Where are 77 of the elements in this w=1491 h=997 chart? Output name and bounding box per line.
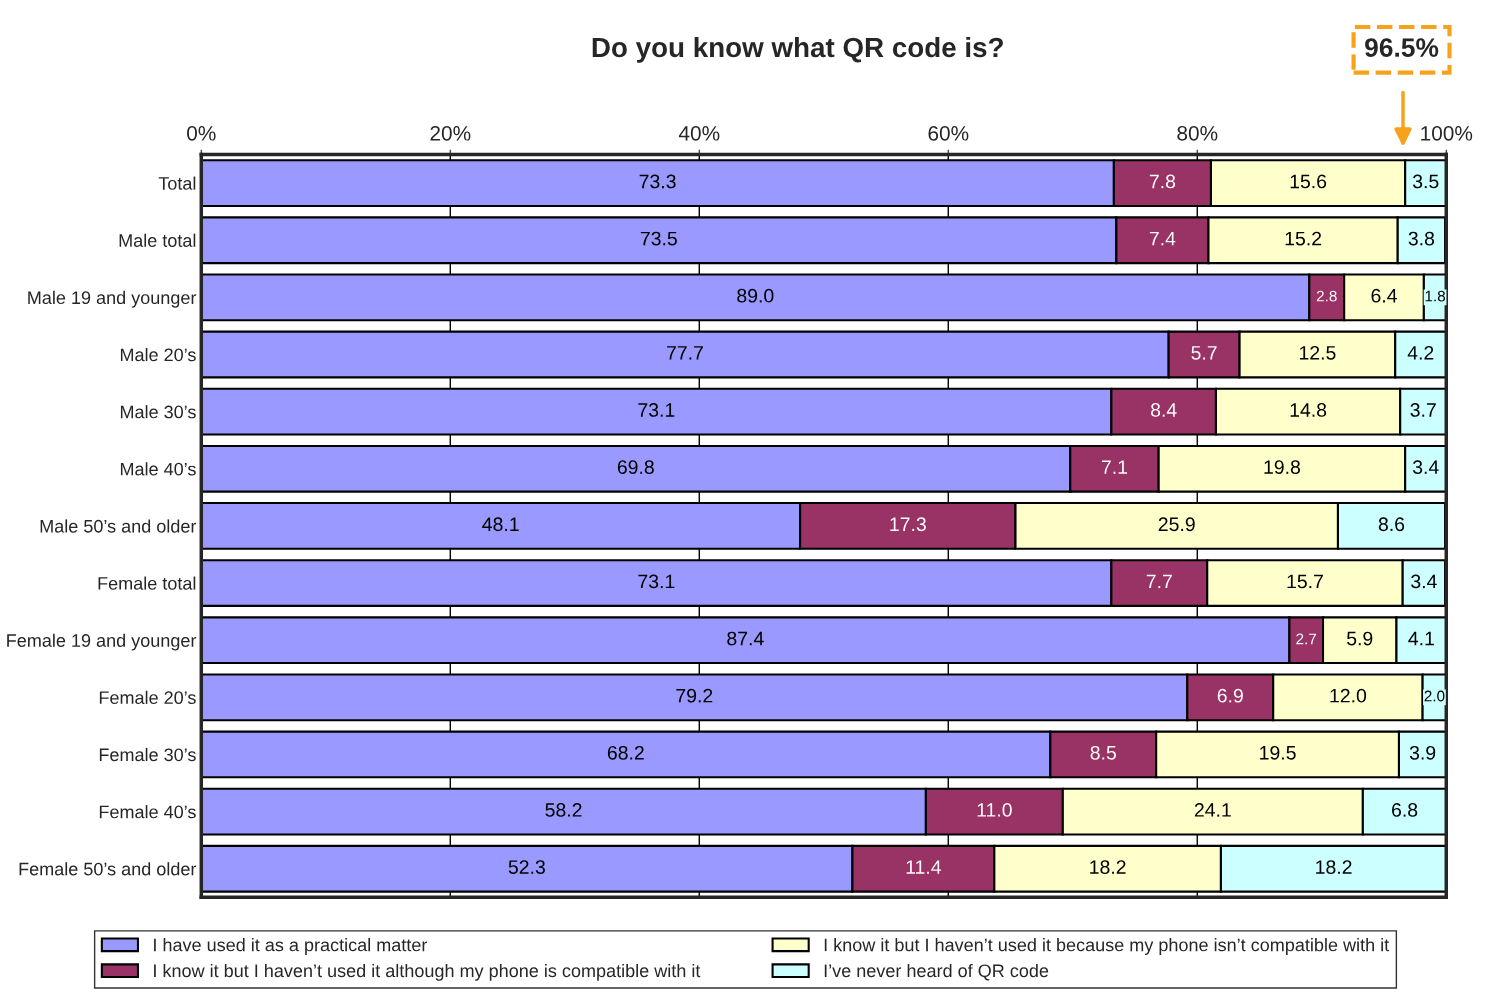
data-label: 5.9 bbox=[1347, 631, 1373, 646]
data-label: 89.0 bbox=[737, 288, 774, 303]
data-label: 15.6 bbox=[1290, 174, 1327, 189]
data-label: 6.9 bbox=[1217, 688, 1243, 703]
legend-label: I know it but I haven’t used it although my phone is compatible with it bbox=[154, 963, 701, 981]
x-tick-label: 80% bbox=[1177, 125, 1218, 141]
y-tick-label: Female total bbox=[98, 576, 196, 590]
y-tick-label: Female 30’s bbox=[99, 747, 196, 762]
data-label: 3.4 bbox=[1411, 574, 1437, 589]
y-tick-label: Total bbox=[158, 176, 196, 190]
x-tick-label: 40% bbox=[678, 125, 720, 141]
data-label: 3.5 bbox=[1412, 174, 1439, 189]
data-label: 52.3 bbox=[508, 860, 545, 874]
data-label: 87.4 bbox=[727, 631, 764, 646]
data-label: 73.1 bbox=[638, 403, 675, 417]
data-label: 48.1 bbox=[482, 517, 519, 532]
data-label: 19.5 bbox=[1260, 745, 1296, 760]
y-tick-label: Female 40’s bbox=[99, 805, 196, 819]
legend-label: I’ve never heard of QR code bbox=[824, 963, 1049, 981]
x-tick-label: 20% bbox=[430, 125, 471, 141]
data-label: 15.2 bbox=[1285, 231, 1322, 246]
data-label: 1.8 bbox=[1425, 290, 1446, 302]
data-label: 3.8 bbox=[1408, 231, 1435, 246]
y-tick-label: Female 50’s and older bbox=[19, 862, 197, 876]
data-label: 2.0 bbox=[1424, 690, 1445, 702]
data-label: 11.4 bbox=[906, 860, 942, 874]
data-label: 4.2 bbox=[1407, 345, 1434, 360]
data-label: 5.7 bbox=[1191, 346, 1217, 360]
data-label: 3.7 bbox=[1410, 403, 1436, 417]
data-label: 7.4 bbox=[1149, 231, 1176, 246]
legend-label: I know it but I haven’t used it because my phone isn’t compatible with it bbox=[824, 938, 1390, 955]
y-tick-label: Male total bbox=[119, 233, 196, 247]
text: 96.5% bbox=[1365, 38, 1439, 57]
data-label: 4.1 bbox=[1408, 631, 1434, 646]
data-label: 3.4 bbox=[1412, 460, 1439, 474]
data-label: 77.7 bbox=[667, 346, 703, 360]
data-label: 73.3 bbox=[639, 174, 676, 189]
data-label: 18.2 bbox=[1316, 860, 1352, 874]
chart-title: Do you know what QR code is? bbox=[592, 36, 1003, 63]
data-label: 6.8 bbox=[1392, 803, 1418, 817]
data-label: 17.3 bbox=[890, 517, 926, 532]
data-label: 8.4 bbox=[1150, 403, 1177, 417]
data-label: 14.8 bbox=[1290, 403, 1327, 417]
data-label: 73.1 bbox=[638, 574, 675, 589]
data-label: 7.8 bbox=[1149, 174, 1176, 189]
data-label: 79.2 bbox=[676, 688, 713, 703]
data-label: 58.2 bbox=[545, 803, 582, 817]
data-label: 12.0 bbox=[1330, 688, 1367, 703]
data-label: 18.2 bbox=[1090, 860, 1126, 874]
data-label: 68.2 bbox=[607, 745, 644, 760]
data-label: 19.8 bbox=[1264, 460, 1301, 474]
x-tick-label: 100% bbox=[1421, 125, 1473, 141]
data-label: 69.8 bbox=[617, 460, 654, 474]
data-label: 7.7 bbox=[1146, 574, 1172, 589]
data-label: 12.5 bbox=[1299, 345, 1336, 360]
data-label: 7.1 bbox=[1101, 460, 1128, 474]
data-label: 11.0 bbox=[977, 803, 1012, 817]
legend-label: I have used it as a practical matter bbox=[154, 938, 428, 955]
y-tick-label: Male 20’s bbox=[120, 347, 196, 362]
data-label: 25.9 bbox=[1158, 517, 1195, 532]
data-label: 73.5 bbox=[640, 231, 677, 246]
x-tick-label: 60% bbox=[928, 125, 969, 141]
data-label: 24.1 bbox=[1194, 803, 1231, 817]
y-tick-label: Male 19 and younger bbox=[28, 290, 197, 308]
y-tick-label: Male 40’s bbox=[120, 462, 196, 476]
y-tick-label: Male 30’s bbox=[120, 405, 196, 419]
x-tick-label: 0% bbox=[187, 125, 216, 141]
y-tick-label: Male 50’s and older bbox=[40, 519, 197, 533]
data-label: 8.6 bbox=[1378, 517, 1405, 532]
data-label: 15.7 bbox=[1287, 574, 1323, 589]
y-tick-label: Female 20’s bbox=[99, 690, 196, 705]
y-tick-label: Female 19 and younger bbox=[7, 633, 197, 651]
data-label: 6.4 bbox=[1371, 288, 1397, 303]
data-label: 2.7 bbox=[1296, 633, 1317, 645]
data-label: 2.8 bbox=[1316, 290, 1337, 302]
data-label: 3.9 bbox=[1409, 745, 1436, 760]
data-label: 8.5 bbox=[1090, 745, 1116, 760]
